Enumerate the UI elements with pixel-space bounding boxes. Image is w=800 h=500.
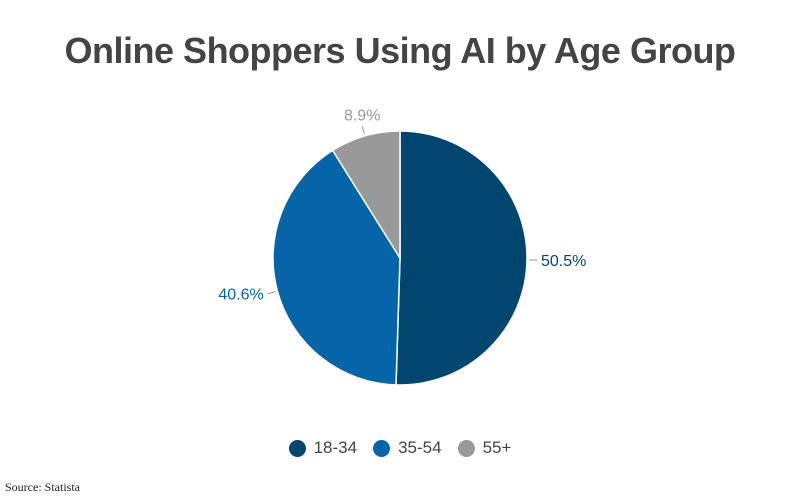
legend-label: 55+ xyxy=(482,438,512,457)
legend-label: 18-34 xyxy=(313,438,358,457)
pie-slice-55-plus[interactable] xyxy=(331,130,401,261)
data-label: 40.6% xyxy=(218,287,263,304)
pie-slice-18-34[interactable] xyxy=(395,130,528,386)
pie-slice-35-54[interactable] xyxy=(272,149,401,386)
legend-item-35-54[interactable]: 35-54 xyxy=(373,438,442,458)
source-note: Source: Statista xyxy=(5,480,80,494)
legend: 18-34 35-54 55+ xyxy=(0,438,800,458)
legend-swatch-icon xyxy=(457,439,475,457)
legend-swatch-icon xyxy=(373,439,391,457)
legend-swatch-icon xyxy=(288,439,306,457)
pie-slices xyxy=(272,130,528,386)
legend-label: 35-54 xyxy=(398,438,442,457)
leader-line xyxy=(267,291,276,295)
data-label: 50.5% xyxy=(541,253,586,270)
leader-line xyxy=(361,126,365,135)
legend-item-18-34[interactable]: 18-34 xyxy=(288,438,358,458)
data-label: 8.9% xyxy=(344,107,380,124)
legend-item-55-plus[interactable]: 55+ xyxy=(457,438,512,458)
chart-title: Online Shoppers Using AI by Age Group xyxy=(64,30,736,71)
pie-labels: 50.5% 40.6% 8.9% xyxy=(218,107,586,303)
